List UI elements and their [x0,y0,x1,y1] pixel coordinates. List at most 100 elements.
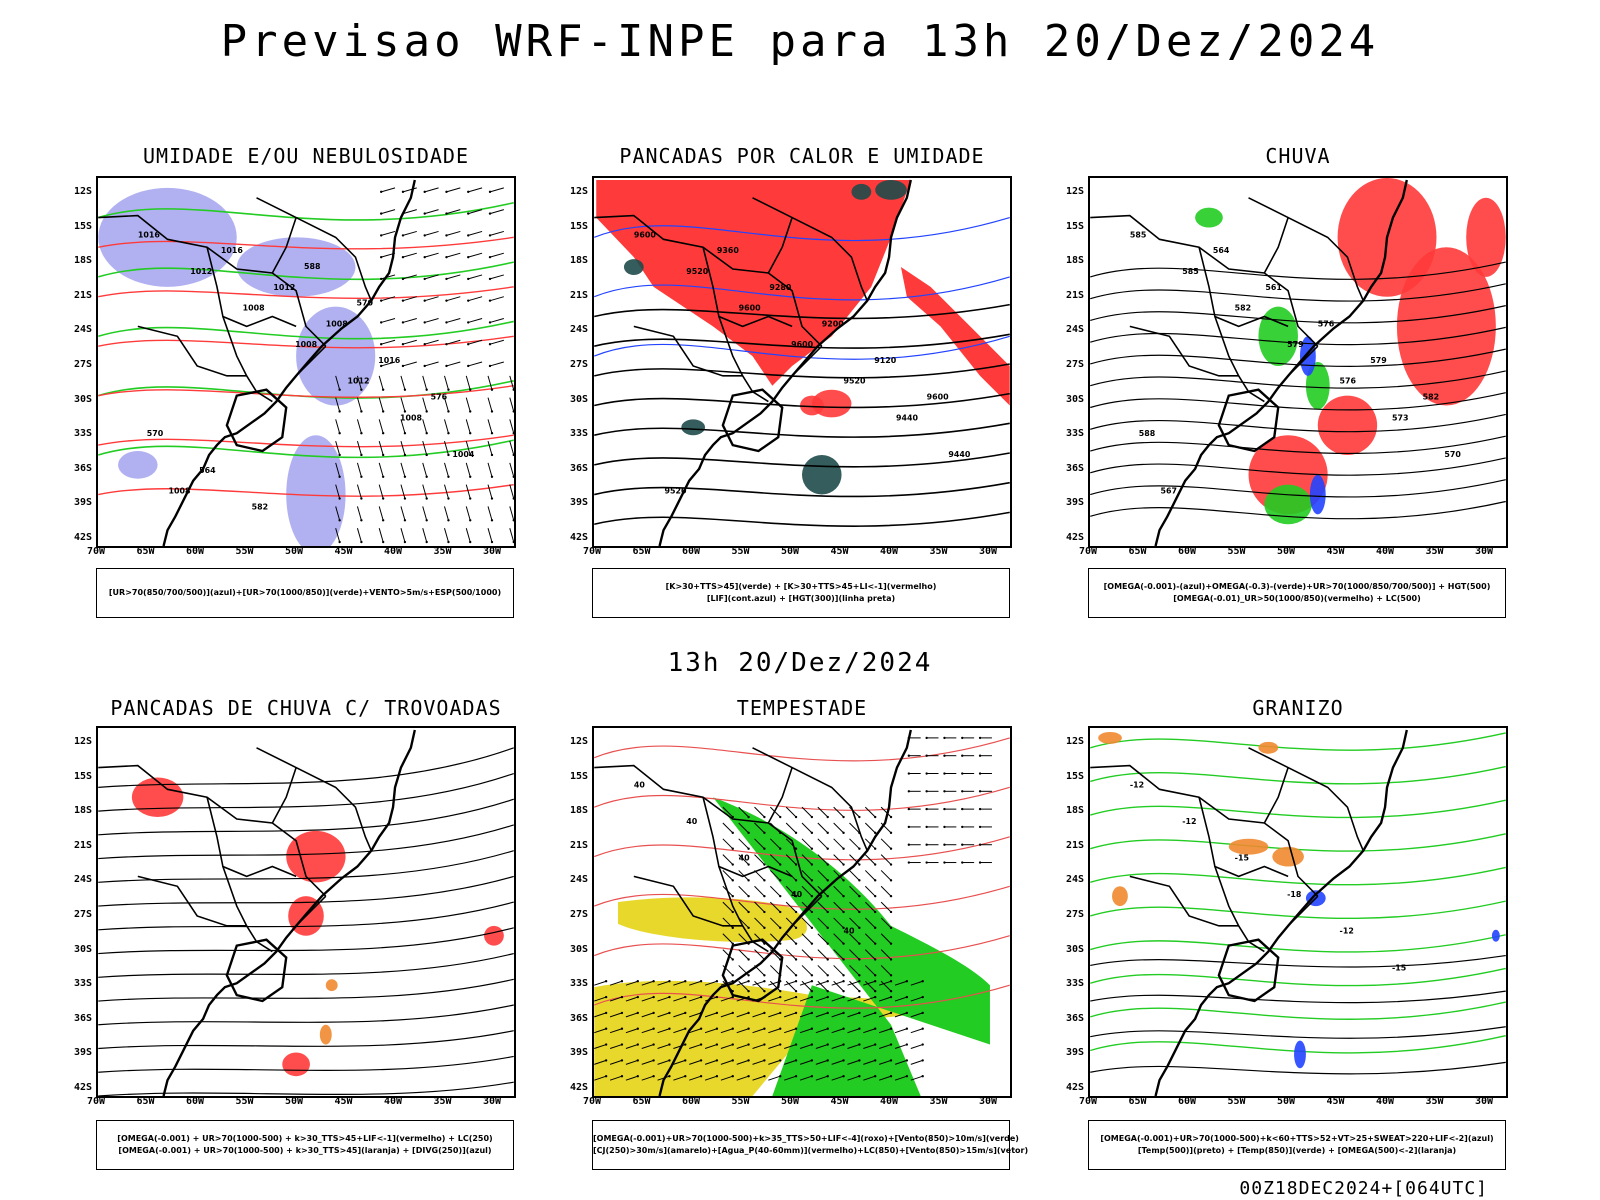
map-panel: 1016 1012 1008 1008 1012 1008 1004 1008 1016 1012… [96,176,516,548]
precipitable-water-contour [594,786,1010,811]
wind-vector [509,419,514,435]
panel-title: UMIDADE E/OU NEBULOSIDADE [142,144,470,168]
latitude-label: 36S [73,462,92,474]
latitude-label: 21S [569,839,588,851]
wind-vector [907,807,921,811]
streamline [98,798,514,836]
wind-vector [817,965,829,977]
wind-vector [378,419,385,435]
rain-area-green [1305,362,1330,410]
wind-vector [815,1075,829,1081]
wind-vector [594,995,608,1002]
thickness-contour [98,236,514,250]
latitude-label: 27S [569,909,588,920]
streamline [98,978,514,1002]
legend-box: [OMEGA(-0.001)+UR>70(1000-500)+k>35_TTS>… [592,1120,1028,1170]
wind-vector [925,825,939,829]
thickness-contour [98,286,514,299]
country-border [702,247,793,328]
height-500-contour [1090,435,1506,455]
latitude-label: 15S [73,220,92,232]
wind-vector [907,772,921,775]
wind-vector [752,1027,766,1034]
wind-vector [488,296,504,302]
wind-vector [401,317,417,324]
coastline [162,729,416,1096]
wind-vector [754,854,766,866]
wind-vector [833,854,845,866]
wind-vector [833,870,845,882]
wind-vector [673,995,687,1002]
longitude-label: 45W [830,1096,849,1107]
country-border [767,767,793,824]
wind-vector [378,375,385,391]
legend-text: [LIF](cont.azul) + [HGT(300)](linha pret… [706,594,896,603]
height-500-contour [1090,283,1506,302]
longitude-label: 65W [632,1096,651,1107]
wind-vector [625,980,639,986]
country-border [1090,214,1319,347]
height-500-contour [1090,479,1506,498]
wind-vector [422,506,428,522]
wind-vector [444,462,450,478]
contour-label: 1008 [326,319,349,328]
latitude-label: 39S [1065,1047,1084,1059]
wind-vector [356,375,363,391]
longitude-label: 70W [1078,1096,1098,1107]
temp-500-contour [1090,1026,1506,1039]
contour-label: 9520 [664,487,687,496]
height-300-contour [594,392,1010,409]
omega-area [1258,741,1279,754]
lifted-index-contour [594,276,1010,301]
wind-vector [444,375,450,391]
longitude-label: 60W [681,546,701,557]
wind-vector [801,822,814,835]
country-border [1217,938,1280,1003]
wind-vector [704,1059,719,1065]
latitude-label: 18S [569,255,588,267]
wind-vector [831,1027,845,1034]
wind-vector [738,822,750,835]
wind-vector [422,484,428,500]
wind-vector [487,506,494,522]
wind-vector [978,843,992,846]
latitude-label: 12S [1065,186,1084,197]
wind-vector [817,870,829,882]
wind-vector [625,995,639,1002]
longitude-label: 55W [1227,546,1246,557]
longitude-label: 65W [136,1096,155,1107]
wind-vector [864,885,877,898]
latitude-label: 12S [569,736,588,747]
wind-vector [641,980,655,986]
wind-vector [487,419,494,435]
wind-vector [335,484,341,500]
wind-vector [961,790,975,793]
wind-vector [784,1043,798,1049]
wind-vector [445,317,461,324]
wind-vector [880,870,893,882]
wind-vector [817,806,829,819]
temp-850-contour [1090,900,1506,920]
wind-vector [863,1059,877,1065]
latitude-label: 42S [569,532,588,543]
wind-vector [467,361,483,368]
wind-vector [400,506,407,522]
wind-vector [880,885,893,898]
wind-vector [879,1027,893,1034]
latitude-label: 36S [73,1012,92,1024]
wind-vector [657,1027,671,1034]
wind-vector [925,754,939,757]
wind-vector [894,1043,909,1049]
wind-vector [943,843,957,846]
longitude-label: 60W [1177,546,1197,557]
wind-vector [978,825,992,829]
wind-vector [894,995,909,1002]
streamline [98,1081,514,1096]
wind-vector [335,462,341,478]
longitude-label: 60W [681,1096,701,1107]
latitude-label: 30S [1065,393,1084,405]
wind-vector [799,1027,814,1034]
country-border [1287,345,1319,377]
wind-vector [487,441,494,457]
wind-vector [817,822,829,835]
